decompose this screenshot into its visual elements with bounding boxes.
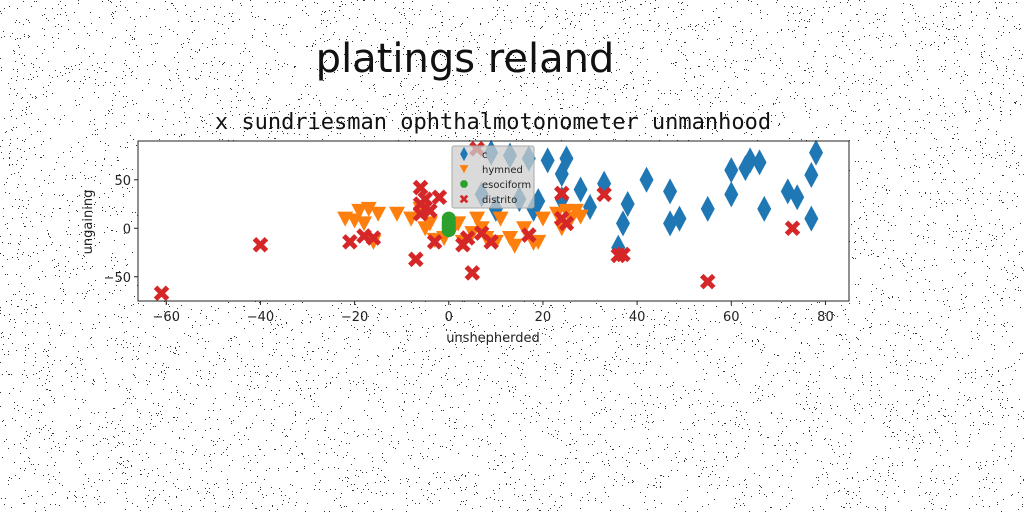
point-c [724,181,739,208]
point-hymned [360,201,377,217]
point-esociform [441,217,456,232]
x-tick-label: −60 [153,310,180,325]
y-tick-label: −50 [104,271,131,286]
point-c [804,205,819,232]
point-distrito [422,203,438,219]
point-hymned [492,211,509,227]
legend-marker-c [460,146,468,162]
chart-title: platings reland [315,36,615,82]
point-distrito [342,234,358,250]
point-c [790,184,805,211]
point-distrito [521,227,537,243]
point-distrito [554,185,570,202]
x-tick-label: 0 [445,310,453,325]
point-hymned [388,206,405,222]
point-c [752,149,767,176]
legend-label-distrito: distrito [482,195,517,206]
axis-ticks: −60 −40 −20 0 20 40 60 80 −50 0 50 [104,174,834,325]
point-hymned [351,203,368,219]
point-c [663,178,678,205]
x-tick-label: 40 [629,310,646,325]
plot-frame [137,140,850,302]
point-distrito [431,189,448,206]
legend-marker-esociform [460,180,468,188]
point-distrito [426,234,443,250]
y-axis-label: ungaining [81,190,96,255]
point-c [554,160,569,187]
point-distrito [412,205,429,222]
legend-box [451,145,535,209]
x-tick-label: −40 [247,310,274,325]
point-distrito [412,179,429,196]
point-distrito [596,186,612,203]
point-distrito [252,236,269,253]
x-tick-label: 60 [723,310,740,325]
legend-label-hymned: hymned [482,165,523,176]
point-hymned [403,211,420,227]
point-hymned [469,211,486,227]
point-c [672,205,687,232]
point-c [540,147,555,174]
point-c [700,195,715,222]
point-distrito [464,265,481,281]
legend-label-c: c [482,150,488,161]
legend-label-esociform: esociform [482,180,531,191]
x-axis-label: unshepherded [446,331,540,346]
x-tick-label: 20 [535,310,552,325]
point-distrito [365,230,382,246]
y-tick-label: 50 [114,174,131,189]
legend-marker-hymned [459,165,469,174]
point-c [724,157,739,184]
point-distrito [408,251,424,268]
point-distrito [417,191,433,207]
point-hymned [534,211,551,227]
point-hymned [572,209,589,225]
point-hymned [506,238,523,254]
y-tick-label: 0 [123,222,131,237]
chart-subtitle: x sundriesman ophthalmotonometer unmanho… [214,110,772,135]
point-hymned [473,221,490,237]
point-c [743,147,758,174]
point-distrito [558,215,575,232]
point-c [573,176,588,203]
point-c [804,161,819,188]
point-distrito [483,234,499,250]
point-hymned [356,216,373,232]
x-tick-label: −20 [341,310,368,325]
point-c [639,166,654,193]
point-c [809,139,824,166]
point-distrito [784,220,801,237]
point-hymned [370,206,387,222]
point-distrito [459,230,476,246]
series-esociform [441,211,456,238]
point-c [620,191,635,218]
point-distrito [615,246,631,263]
legend: c hymned esociform distrito [451,145,535,209]
point-c [615,210,630,237]
point-c [757,195,772,222]
point-distrito [699,273,716,290]
legend-marker-distrito [459,194,469,204]
point-distrito [153,285,170,302]
point-hymned [501,230,518,246]
x-tick-label: 80 [817,310,834,325]
